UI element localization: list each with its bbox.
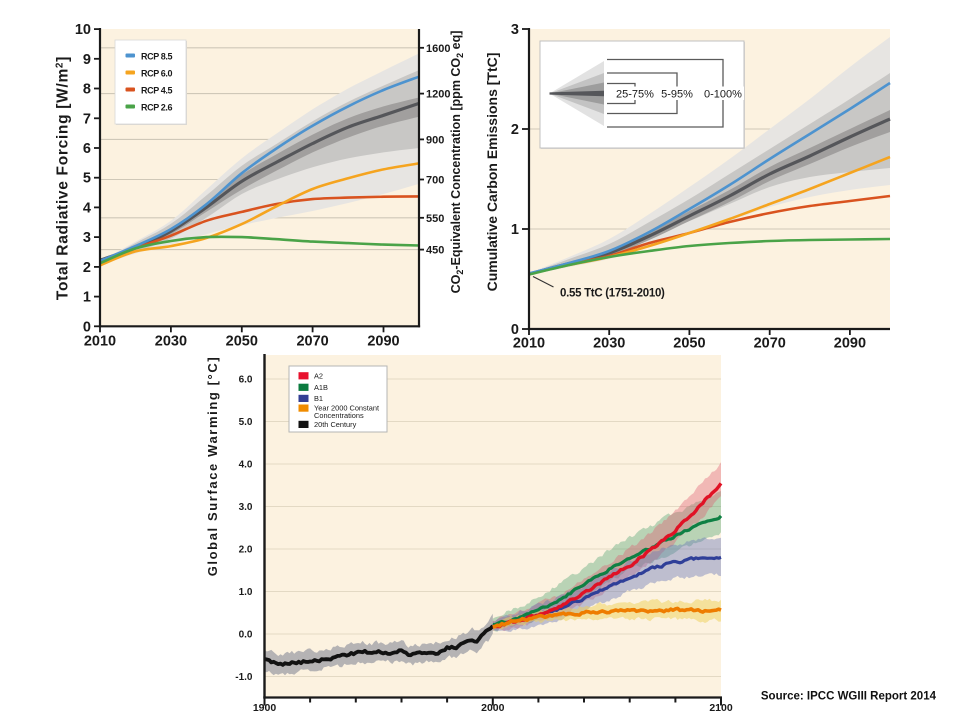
svg-text:RCP 4.5: RCP 4.5 — [141, 85, 172, 95]
svg-text:Concentrations: Concentrations — [314, 411, 364, 420]
svg-text:1: 1 — [83, 290, 91, 306]
svg-text:3: 3 — [83, 230, 91, 246]
svg-text:2: 2 — [83, 260, 91, 276]
svg-text:1600: 1600 — [426, 43, 450, 55]
svg-text:0-100%: 0-100% — [704, 88, 742, 100]
svg-text:Year 2000 Constant: Year 2000 Constant — [314, 404, 379, 413]
svg-text:450: 450 — [426, 245, 444, 257]
svg-text:1.0: 1.0 — [239, 587, 253, 598]
svg-text:5: 5 — [83, 171, 91, 187]
svg-text:2050: 2050 — [673, 336, 705, 352]
svg-text:A2: A2 — [314, 371, 323, 380]
svg-text:5-95%: 5-95% — [661, 88, 693, 100]
svg-text:1200: 1200 — [426, 89, 450, 101]
svg-text:Global Surface Warming [°C]: Global Surface Warming [°C] — [205, 356, 220, 577]
svg-text:1: 1 — [511, 222, 519, 238]
svg-text:2000: 2000 — [481, 702, 505, 714]
svg-text:0.55 TtC (1751-2010): 0.55 TtC (1751-2010) — [560, 288, 665, 300]
svg-text:3: 3 — [511, 22, 519, 38]
svg-text:CO2-Equivalent Concentration [: CO2-Equivalent Concentration [ppm CO2 eq… — [449, 31, 465, 294]
svg-text:900: 900 — [426, 134, 444, 146]
svg-text:2010: 2010 — [513, 336, 545, 352]
svg-text:A1B: A1B — [314, 383, 328, 392]
svg-text:6: 6 — [83, 141, 91, 157]
svg-text:20th Century: 20th Century — [314, 420, 357, 429]
svg-text:Total Radiative Forcing [W/m2]: Total Radiative Forcing [W/m2] — [55, 56, 72, 300]
svg-text:RCP 8.5: RCP 8.5 — [141, 51, 172, 61]
svg-text:2070: 2070 — [296, 334, 328, 350]
svg-text:700: 700 — [426, 175, 444, 187]
svg-text:2050: 2050 — [226, 334, 258, 350]
svg-text:0.0: 0.0 — [239, 629, 253, 640]
svg-text:25-75%: 25-75% — [616, 88, 654, 100]
svg-text:2030: 2030 — [155, 334, 187, 350]
svg-text:2090: 2090 — [834, 336, 866, 352]
svg-text:1900: 1900 — [253, 702, 277, 714]
svg-text:10: 10 — [75, 22, 91, 38]
svg-text:RCP 6.0: RCP 6.0 — [141, 68, 172, 78]
svg-text:Cumulative Carbon Emissions [T: Cumulative Carbon Emissions [TtC] — [484, 53, 500, 292]
svg-text:-1.0: -1.0 — [235, 672, 253, 683]
svg-text:2100: 2100 — [709, 702, 733, 714]
svg-text:RCP 2.6: RCP 2.6 — [141, 102, 172, 112]
svg-text:9: 9 — [83, 52, 91, 68]
svg-text:2090: 2090 — [367, 334, 399, 350]
svg-text:B1: B1 — [314, 394, 323, 403]
svg-text:550: 550 — [426, 213, 444, 225]
svg-text:0: 0 — [511, 322, 519, 338]
svg-text:4.0: 4.0 — [239, 459, 253, 470]
svg-text:4: 4 — [83, 200, 91, 216]
svg-text:0: 0 — [83, 319, 91, 335]
svg-text:Source: IPCC WGIII Report 2014: Source: IPCC WGIII Report 2014 — [761, 691, 937, 703]
svg-text:5.0: 5.0 — [239, 417, 253, 428]
svg-text:2070: 2070 — [754, 336, 786, 352]
svg-text:8: 8 — [83, 82, 91, 98]
svg-text:2030: 2030 — [593, 336, 625, 352]
svg-text:2: 2 — [511, 122, 519, 138]
svg-text:2010: 2010 — [84, 334, 116, 350]
svg-text:7: 7 — [83, 111, 91, 127]
svg-text:6.0: 6.0 — [239, 374, 253, 385]
svg-text:2.0: 2.0 — [239, 544, 253, 555]
svg-text:3.0: 3.0 — [239, 502, 253, 513]
